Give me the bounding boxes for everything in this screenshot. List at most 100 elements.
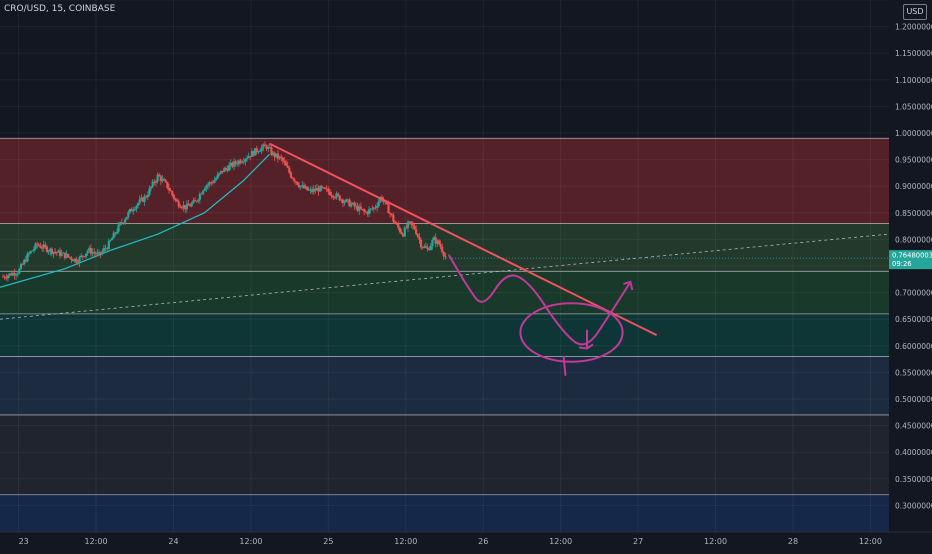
candle-body <box>439 244 442 247</box>
candle-body <box>132 209 135 212</box>
zone-3 <box>0 313 889 357</box>
candle-body <box>424 246 428 248</box>
candle-body <box>400 231 403 235</box>
candle-body <box>286 165 289 168</box>
candle-body <box>376 206 379 208</box>
candle-body <box>57 250 60 253</box>
candle-body <box>24 259 27 262</box>
candle-body <box>94 253 97 255</box>
candle-body <box>304 186 307 189</box>
candle-body <box>273 152 276 158</box>
candle-body <box>211 182 214 184</box>
price-tick-label: 0.80000000 <box>895 235 932 244</box>
candle-body <box>252 151 255 156</box>
candle-body <box>78 257 81 264</box>
candle-body <box>189 205 192 207</box>
time-tick-label: 27 <box>633 537 643 546</box>
candle-body <box>418 236 421 240</box>
candle-body <box>162 179 166 181</box>
candle-body <box>291 177 294 179</box>
candle-body <box>371 208 374 210</box>
candle-body <box>93 252 96 254</box>
candle-body <box>410 221 413 225</box>
candle-body <box>89 247 93 254</box>
trendline[interactable] <box>269 142 658 337</box>
candle-body <box>135 205 138 210</box>
time-tick-label: 24 <box>168 537 178 546</box>
candle-body <box>202 190 205 194</box>
candle-body <box>393 221 397 224</box>
last-price-countdown: 09:26 <box>892 260 912 268</box>
hand-drawing[interactable] <box>448 254 634 376</box>
candle-body <box>223 168 226 173</box>
candle-body <box>359 206 362 210</box>
candle-body <box>335 193 338 198</box>
candle-body <box>234 161 237 164</box>
candle-body <box>120 222 123 224</box>
candle-body <box>146 195 149 198</box>
candle-body <box>306 186 309 191</box>
candle-body <box>309 189 312 191</box>
candle-body <box>397 224 400 228</box>
candle-body <box>389 213 392 215</box>
symbol-label[interactable]: CRO/USD, 15, COINBASE <box>4 4 116 14</box>
down-arrow-head <box>578 343 594 350</box>
grid-lines <box>0 0 889 532</box>
candle-body <box>45 246 49 252</box>
candle-body <box>354 205 358 207</box>
candle-body <box>65 253 68 258</box>
candle-body <box>341 199 345 204</box>
candle-body <box>257 151 260 153</box>
candles <box>1 141 447 282</box>
zone-4 <box>0 356 889 415</box>
candle-body <box>13 272 16 276</box>
currency-badge[interactable]: USD <box>903 4 927 20</box>
candle-body <box>405 227 408 229</box>
candle-body <box>296 181 299 185</box>
candle-body <box>58 250 62 256</box>
candle-body <box>143 196 146 202</box>
price-axis[interactable]: 1.20000000 1.15000000 1.10000000 1.05000000… <box>889 0 932 550</box>
candle-body <box>206 184 210 186</box>
candle-body <box>148 188 151 196</box>
candle-body <box>47 251 50 253</box>
candle-body <box>437 240 441 245</box>
candle-body <box>141 197 145 202</box>
candle-body <box>413 225 416 230</box>
candle-body <box>363 209 366 212</box>
price-tick-label: 0.35000000 <box>895 475 932 484</box>
candle-body <box>258 151 262 152</box>
candle-body <box>42 244 45 249</box>
candle-body <box>390 213 393 216</box>
candle-body <box>10 273 13 276</box>
candle-body <box>67 253 70 257</box>
candle-body <box>6 275 10 279</box>
candle-body <box>431 240 434 246</box>
candle-body <box>145 196 148 198</box>
candle-body <box>229 162 232 166</box>
candle-body <box>1 276 5 278</box>
candle-body <box>180 207 184 209</box>
candle-body <box>193 200 197 202</box>
moving-average <box>0 153 270 288</box>
candle-body <box>271 152 275 155</box>
candle-body <box>392 215 395 222</box>
candle-body <box>280 156 283 158</box>
candle-body <box>310 189 314 192</box>
candle-body <box>114 232 117 234</box>
candle-body <box>260 147 263 152</box>
candle-body <box>60 253 63 256</box>
candle-body <box>125 216 128 220</box>
candle-body <box>140 197 143 200</box>
time-axis[interactable]: 23 12:00 24 12:00 25 12:00 26 12:00 27 12:00 28 12:… <box>0 531 932 550</box>
candle-body <box>315 188 319 191</box>
candle-body <box>158 174 161 177</box>
candle-body <box>190 203 193 207</box>
candle-body <box>231 162 234 167</box>
candle-body <box>112 232 115 239</box>
candle-body <box>154 181 158 183</box>
dashed-trendline-line <box>0 233 890 320</box>
candle-body <box>200 193 203 195</box>
